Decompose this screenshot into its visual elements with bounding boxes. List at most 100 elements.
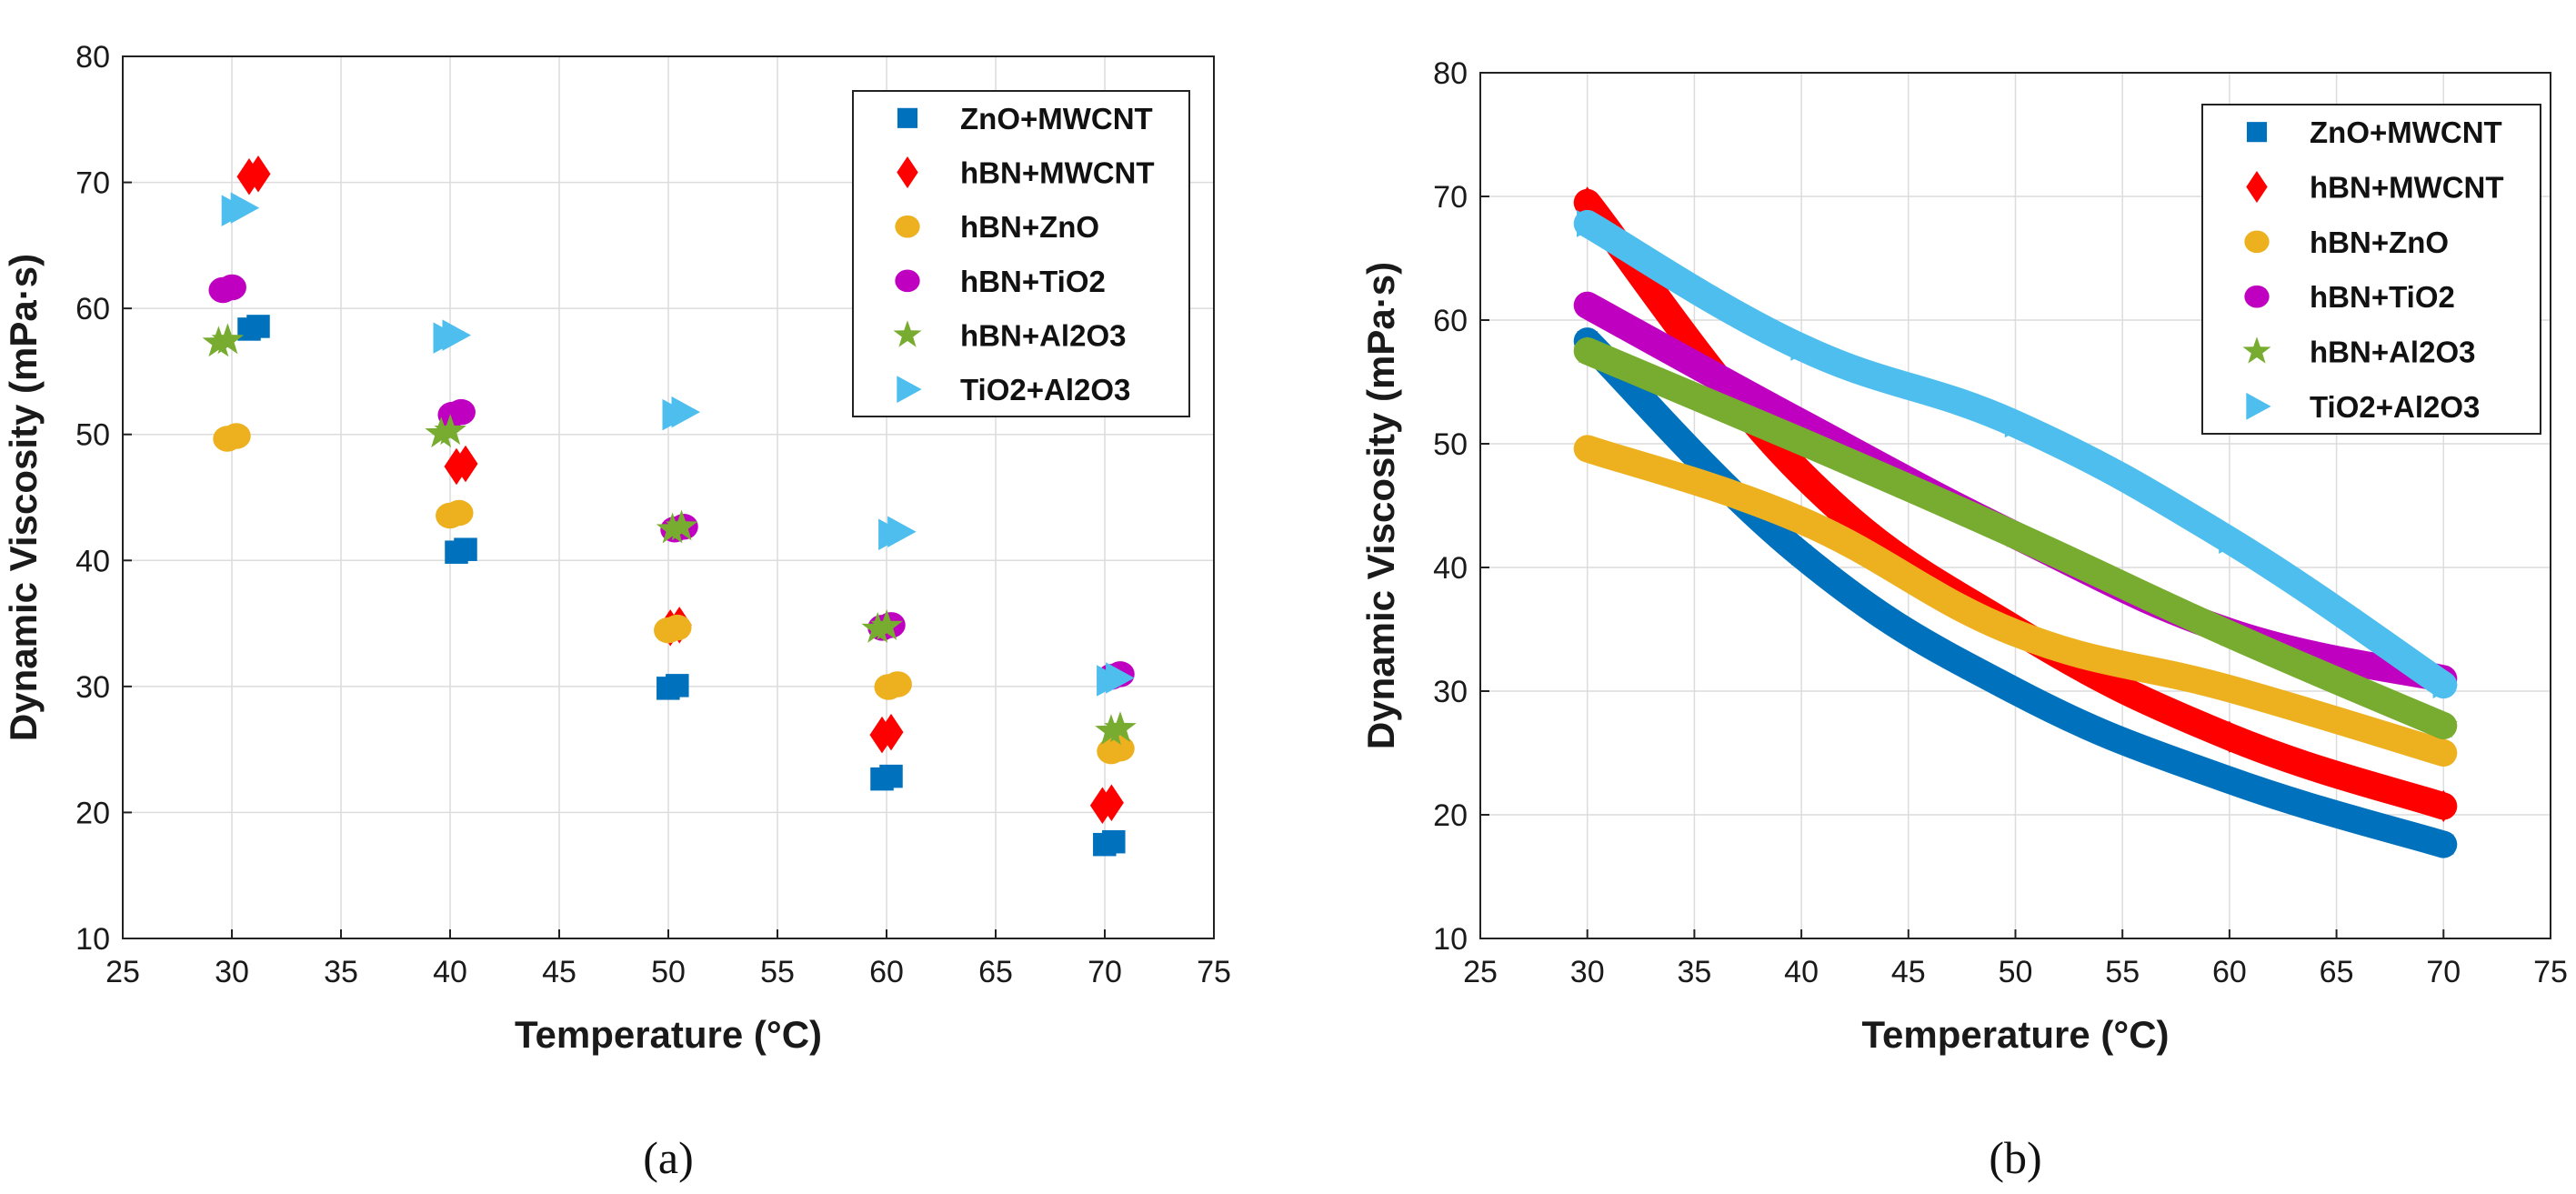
series-hbn-zno <box>213 423 1135 765</box>
data-point-tio2-al2o3 <box>2004 410 2030 438</box>
x-tick-label: 35 <box>1677 955 1711 989</box>
x-tick-label: 60 <box>2212 955 2247 989</box>
x-tick-label: 50 <box>1999 955 2033 989</box>
x-tick-label: 50 <box>651 955 686 989</box>
data-point-hbn-zno <box>445 499 474 527</box>
legend-marker-zno-mwcnt <box>897 107 918 128</box>
data-point-hbn-tio2 <box>446 398 476 426</box>
legend-label-hbn-mwcnt: hBN+MWCNT <box>2310 171 2504 205</box>
y-axis-label: Dynamic Viscosity (mPa·s) <box>1359 262 1402 749</box>
data-point-hbn-zno <box>1575 437 1600 460</box>
data-point-hbn-al2o3 <box>2429 710 2458 738</box>
data-point-hbn-zno <box>1106 735 1135 762</box>
data-point-hbn-zno <box>2002 621 2029 645</box>
legend-label-hbn-mwcnt: hBN+MWCNT <box>960 156 1155 190</box>
chart-panel-b: 25 30 35 40 45 50 55 60 65 70 75 10 20 30 40 50 60 70 80 Te… <box>1359 56 2568 1183</box>
y-tick-label: 60 <box>1433 304 1468 338</box>
x-tick-label: 65 <box>978 955 1013 989</box>
x-tick-label: 45 <box>542 955 576 989</box>
y-tick-label: 10 <box>1433 922 1468 957</box>
line-zno-mwcnt <box>1573 327 2458 858</box>
data-point-hbn-mwcnt <box>2219 720 2240 753</box>
data-point-zno-mwcnt <box>2005 680 2026 702</box>
data-point-hbn-al2o3 <box>1573 336 1602 364</box>
y-tick-label: 60 <box>75 292 110 326</box>
x-tick-label: 60 <box>869 955 904 989</box>
data-point-tio2-al2o3 <box>2219 527 2244 555</box>
legend-label-hbn-al2o3: hBN+Al2O3 <box>960 319 1126 353</box>
data-point-zno-mwcnt <box>454 537 477 561</box>
x-tick-label: 40 <box>1784 955 1819 989</box>
data-point-hbn-al2o3 <box>656 512 689 544</box>
legend-label-zno-mwcnt: ZnO+MWCNT <box>960 102 1153 135</box>
x-tick-label: 25 <box>105 955 140 989</box>
data-point-tio2-al2o3 <box>887 516 917 548</box>
data-point-hbn-al2o3 <box>1104 711 1137 743</box>
x-tick-label: 55 <box>760 955 795 989</box>
data-point-tio2-al2o3 <box>1790 333 1816 361</box>
y-tick-label: 50 <box>1433 427 1468 462</box>
x-tick-label: 75 <box>1197 955 1231 989</box>
legend-marker-tio2-al2o3 <box>897 376 922 404</box>
data-point-hbn-al2o3 <box>2215 619 2244 647</box>
data-point-hbn-al2o3 <box>425 416 457 448</box>
series-hbn-al2o3 <box>202 323 1137 746</box>
legend-label-hbn-al2o3: hBN+Al2O3 <box>2310 336 2475 369</box>
data-point-hbn-mwcnt <box>453 445 478 483</box>
data-point-hbn-al2o3 <box>211 323 245 355</box>
data-point-hbn-al2o3 <box>1787 426 1816 454</box>
data-point-hbn-al2o3 <box>665 509 698 541</box>
legend-label-hbn-tio2: hBN+TiO2 <box>960 265 1106 298</box>
x-tick-label: 70 <box>1088 955 1122 989</box>
data-point-zno-mwcnt <box>246 315 270 338</box>
legend-marker-hbn-zno <box>895 215 920 238</box>
data-point-zno-mwcnt <box>1102 829 1126 854</box>
series-tio2-al2o3 <box>221 192 1135 697</box>
x-tick-label: 30 <box>215 955 249 989</box>
legend-label-hbn-zno: hBN+ZnO <box>2310 226 2449 259</box>
x-tick-label: 30 <box>1570 955 1605 989</box>
y-tick-label: 40 <box>1433 551 1468 586</box>
x-tick-label: 35 <box>324 955 358 989</box>
y-tick-label: 70 <box>1433 180 1468 215</box>
y-tick-label: 30 <box>1433 675 1468 709</box>
legend-marker-tio2-al2o3 <box>2246 392 2271 420</box>
x-tick-label: 65 <box>2320 955 2354 989</box>
data-point-zno-mwcnt <box>2433 834 2454 855</box>
y-tick-label: 80 <box>1433 56 1468 91</box>
legend-box <box>2201 104 2541 435</box>
data-point-hbn-mwcnt <box>1790 457 1812 490</box>
data-point-hbn-mwcnt <box>1098 784 1124 821</box>
data-point-tio2-al2o3 <box>2432 671 2458 699</box>
x-tick-label: 55 <box>2105 955 2140 989</box>
axes-box <box>122 55 1215 939</box>
legend-marker-hbn-tio2 <box>2244 285 2270 308</box>
data-point-hbn-mwcnt <box>246 156 271 193</box>
legend-marker-hbn-mwcnt <box>897 156 918 189</box>
data-point-zno-mwcnt <box>1791 545 1812 566</box>
data-point-hbn-al2o3 <box>1095 714 1128 746</box>
data-point-hbn-mwcnt <box>1577 186 1599 219</box>
data-point-hbn-zno <box>2431 741 2456 765</box>
data-point-hbn-tio2 <box>1575 294 1600 317</box>
legend: ZnO+MWCNT hBN+MWCNT hBN+ZnO hBN+TiO2 hBN+Al2… <box>852 90 1190 417</box>
y-tick-label: 10 <box>75 922 110 957</box>
legend-label-zno-mwcnt: ZnO+MWCNT <box>2310 115 2502 149</box>
data-point-zno-mwcnt <box>2219 769 2240 790</box>
legend-marker-hbn-tio2 <box>895 269 920 293</box>
legend-label-tio2-al2o3: TiO2+Al2O3 <box>960 373 1130 406</box>
legend-box <box>852 90 1190 417</box>
legend-label-hbn-tio2: hBN+TiO2 <box>2310 280 2455 314</box>
data-point-zno-mwcnt <box>666 674 689 697</box>
x-axis-label: Temperature (°C) <box>1861 1013 2169 1056</box>
data-point-hbn-al2o3 <box>861 612 894 643</box>
data-point-hbn-al2o3 <box>2001 520 2030 547</box>
data-point-tio2-al2o3 <box>1577 209 1602 237</box>
data-point-hbn-al2o3 <box>434 414 466 446</box>
series-zno-mwcnt <box>237 315 1126 857</box>
y-tick-label: 30 <box>75 670 110 705</box>
y-tick-label: 20 <box>1433 798 1468 833</box>
legend-marker-zno-mwcnt <box>2246 122 2268 143</box>
legend-marker-hbn-al2o3 <box>2242 336 2271 364</box>
